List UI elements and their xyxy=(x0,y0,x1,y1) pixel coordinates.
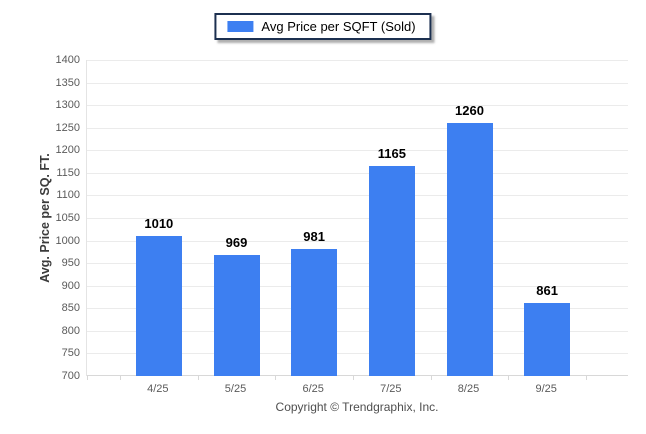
x-axis-tick xyxy=(275,376,277,380)
bar-6/25 xyxy=(291,249,338,376)
gridline xyxy=(87,330,628,332)
gridline xyxy=(87,375,628,376)
y-tick-label: 1250 xyxy=(55,121,80,134)
gridline xyxy=(87,60,628,61)
gridline xyxy=(87,240,628,242)
legend-swatch-icon xyxy=(227,21,254,32)
x-axis-tick xyxy=(586,376,587,380)
x-tick-label: 5/25 xyxy=(224,383,247,395)
bar-7/25 xyxy=(368,166,415,376)
y-tick-label: 950 xyxy=(61,257,80,270)
bar-4/25 xyxy=(135,236,182,376)
y-tick-label: 750 xyxy=(61,347,80,360)
x-tick-label: 6/25 xyxy=(302,383,324,395)
bar-value-label: 981 xyxy=(303,229,326,245)
gridline xyxy=(87,353,628,355)
y-tick-label: 1050 xyxy=(55,212,80,224)
gridline xyxy=(87,218,628,219)
x-axis-tick xyxy=(508,376,510,380)
x-tick-label: 7/25 xyxy=(380,383,402,395)
x-axis-tick xyxy=(430,376,432,380)
x-tick-label: 4/25 xyxy=(147,383,169,395)
x-tick-label: 9/25 xyxy=(535,383,557,395)
x-tick-label: 8/25 xyxy=(457,383,480,395)
gridline xyxy=(87,285,628,287)
y-tick-label: 1350 xyxy=(55,76,80,89)
bar-value-label: 1260 xyxy=(455,103,484,119)
gridline xyxy=(87,82,628,84)
y-tick-label: 1150 xyxy=(56,166,80,179)
bar-value-label: 861 xyxy=(536,283,559,299)
bar-9/25 xyxy=(524,303,571,376)
gridline xyxy=(87,172,628,174)
y-tick-label: 1400 xyxy=(55,54,80,66)
x-axis-tick xyxy=(353,376,354,380)
bar-8/25 xyxy=(446,123,493,376)
footer-text: Copyright © Trendgraphix, Inc. xyxy=(275,400,439,414)
y-tick-label: 1200 xyxy=(55,144,80,157)
gridline xyxy=(87,105,628,107)
y-tick-label: 900 xyxy=(61,279,80,292)
gridline xyxy=(87,195,628,197)
y-tick-label: 800 xyxy=(61,324,80,337)
gridline xyxy=(87,263,628,265)
bar-value-label: 969 xyxy=(225,234,248,250)
x-axis-tick xyxy=(87,376,88,380)
legend: Avg Price per SQFT (Sold) xyxy=(214,13,432,40)
y-tick-label: 1000 xyxy=(55,234,80,247)
y-tick-label: 1100 xyxy=(56,189,80,202)
bar-value-label: 1010 xyxy=(144,216,174,232)
bar-value-label: 1165 xyxy=(377,146,406,162)
y-tick-label: 700 xyxy=(61,370,80,382)
bar-5/25 xyxy=(213,254,260,376)
x-axis-tick xyxy=(197,376,199,380)
y-tick-label: 1300 xyxy=(55,99,80,112)
gridline xyxy=(87,308,628,310)
gridline xyxy=(87,127,628,129)
y-tick-label: 850 xyxy=(61,302,80,315)
plot-area: 1010 969 981 1165 1260 861 xyxy=(86,60,628,380)
x-axis-tick xyxy=(120,376,121,380)
gridline xyxy=(87,150,628,152)
legend-label: Avg Price per SQFT (Sold) xyxy=(261,19,416,34)
